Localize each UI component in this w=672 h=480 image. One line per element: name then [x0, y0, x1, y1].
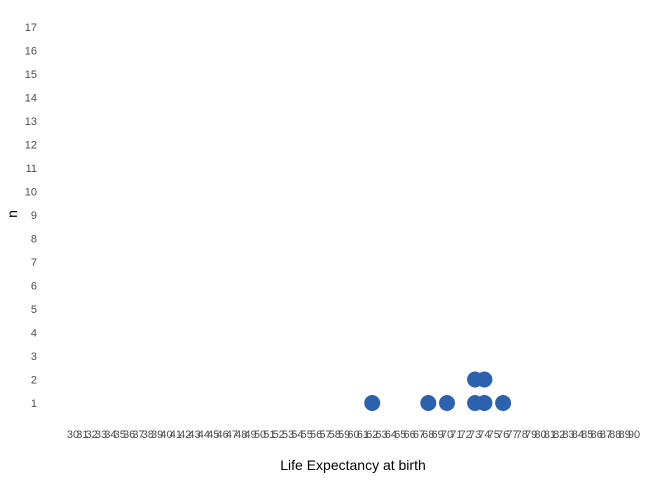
x-tick-label: 75: [488, 429, 500, 441]
data-point: [439, 395, 455, 411]
x-tick-label: 42: [179, 429, 191, 441]
x-tick-label: 39: [151, 429, 163, 441]
x-tick-label: 90: [628, 429, 640, 441]
x-tick-label: 40: [160, 429, 172, 441]
y-tick-label: 2: [31, 375, 37, 387]
x-tick-label: 34: [104, 429, 116, 441]
x-tick-label: 52: [273, 429, 285, 441]
data-point: [476, 395, 493, 411]
y-tick-label: 9: [31, 210, 37, 222]
y-tick-label: 15: [25, 69, 37, 81]
x-tick-label: 63: [375, 429, 387, 441]
y-tick-label: 7: [31, 257, 37, 269]
y-axis-title: n: [4, 210, 20, 218]
y-tick-label: 17: [25, 22, 37, 34]
x-tick-label: 86: [590, 429, 602, 441]
x-tick-label: 50: [254, 429, 266, 441]
x-tick-label: 79: [525, 429, 537, 441]
x-tick-label: 54: [291, 429, 303, 441]
x-tick-label: 37: [132, 429, 144, 441]
x-axis-title: Life Expectancy at birth: [280, 457, 426, 473]
x-tick-label: 83: [562, 429, 574, 441]
x-tick-label: 32: [86, 429, 98, 441]
x-tick-label: 72: [460, 429, 472, 441]
x-tick-label: 57: [319, 429, 331, 441]
x-tick-label: 69: [432, 429, 444, 441]
x-tick-label: 68: [422, 429, 434, 441]
x-tick-label: 82: [553, 429, 565, 441]
x-tick-label: 45: [207, 429, 219, 441]
x-tick-label: 78: [516, 429, 528, 441]
x-tick-label: 81: [544, 429, 556, 441]
x-tick-label: 89: [619, 429, 631, 441]
x-tick-label: 49: [245, 429, 257, 441]
data-point: [420, 395, 437, 411]
y-tick-label: 13: [25, 116, 37, 128]
y-tick-label: 1: [31, 398, 37, 410]
y-tick-label: 3: [31, 351, 37, 363]
x-tick-label: 71: [450, 429, 462, 441]
data-point: [364, 395, 381, 411]
x-tick-label: 51: [263, 429, 275, 441]
y-tick-label: 8: [31, 234, 37, 246]
x-tick-label: 67: [413, 429, 425, 441]
x-tick-label: 43: [188, 429, 200, 441]
data-point: [495, 395, 512, 411]
x-tick-label: 33: [95, 429, 107, 441]
x-tick-label: 64: [385, 429, 397, 441]
x-tick-label: 55: [301, 429, 313, 441]
x-tick-label: 74: [478, 429, 490, 441]
x-tick-label: 87: [600, 429, 612, 441]
x-tick-label: 60: [347, 429, 359, 441]
x-tick-label: 84: [572, 429, 584, 441]
x-tick-label: 73: [469, 429, 481, 441]
x-tick-label: 38: [142, 429, 154, 441]
x-tick-label: 85: [581, 429, 593, 441]
x-tick-label: 48: [235, 429, 247, 441]
x-tick-label: 35: [114, 429, 126, 441]
x-tick-label: 59: [338, 429, 350, 441]
x-tick-label: 53: [282, 429, 294, 441]
x-tick-label: 58: [329, 429, 341, 441]
x-tick-label: 66: [403, 429, 415, 441]
x-tick-label: 80: [534, 429, 546, 441]
y-tick-label: 4: [31, 328, 37, 340]
x-axis-ticks: 3031323334353637383940414243444546474849…: [67, 429, 640, 441]
x-tick-label: 30: [67, 429, 79, 441]
x-tick-label: 62: [366, 429, 378, 441]
x-tick-label: 47: [226, 429, 238, 441]
x-tick-label: 77: [506, 429, 518, 441]
y-tick-label: 10: [25, 187, 37, 199]
data-points: [364, 371, 512, 411]
x-tick-label: 36: [123, 429, 135, 441]
x-tick-label: 31: [76, 429, 88, 441]
x-tick-label: 61: [357, 429, 369, 441]
x-tick-label: 88: [609, 429, 621, 441]
y-tick-label: 16: [25, 46, 37, 58]
y-tick-label: 14: [25, 93, 37, 105]
x-tick-label: 56: [310, 429, 322, 441]
x-tick-label: 46: [216, 429, 228, 441]
y-tick-label: 12: [25, 140, 37, 152]
y-tick-label: 11: [26, 163, 37, 175]
y-tick-label: 6: [31, 281, 37, 293]
x-tick-label: 70: [441, 429, 453, 441]
x-tick-label: 41: [170, 429, 182, 441]
x-tick-label: 44: [198, 429, 210, 441]
data-point: [476, 371, 493, 388]
y-tick-label: 5: [31, 304, 37, 316]
x-tick-label: 65: [394, 429, 406, 441]
x-tick-label: 76: [497, 429, 509, 441]
